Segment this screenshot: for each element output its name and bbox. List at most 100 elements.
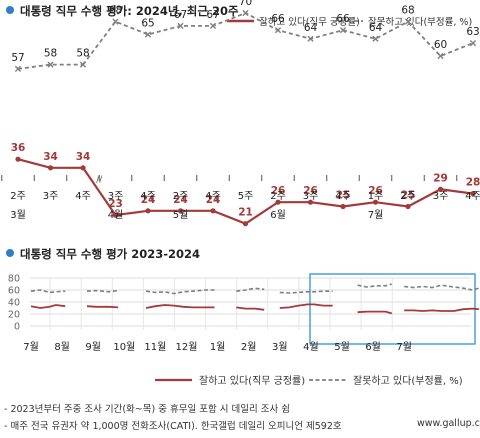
- x-tick-label: 2주: [173, 191, 189, 202]
- month-label: 4월: [303, 341, 319, 353]
- approve-data-label: 21: [238, 207, 253, 219]
- approve-line-segment: [145, 304, 215, 309]
- approve-series: 36 34 34 23 24 24 24 21 26 26 25 26 25 29 28: [11, 142, 480, 227]
- disapprove-point: [339, 27, 347, 34]
- disapprove-data-label: 64: [304, 22, 318, 34]
- approve-series: [30, 303, 479, 315]
- disapprove-series: [30, 283, 480, 295]
- disapprove-line-segment: [357, 283, 392, 288]
- approve-line-segment: [279, 303, 333, 309]
- month-label: 6월: [365, 341, 381, 353]
- disapprove-data-label: 57: [11, 52, 24, 64]
- disapprove-data-label: 58: [44, 48, 57, 60]
- y-tick-label: 80: [8, 274, 20, 285]
- x-tick-label: 4주: [75, 191, 91, 202]
- legend-disapprove-label: 잘못하고 있다(부정률, %): [353, 374, 463, 387]
- approve-data-label: 26: [368, 185, 383, 197]
- approve-point: [210, 208, 216, 214]
- approve-point: [340, 203, 346, 210]
- approve-data-label: 29: [433, 172, 448, 184]
- x-tick-label: 3주: [43, 191, 59, 202]
- month-label: 12월: [176, 341, 198, 353]
- month-label: 3월: [10, 209, 26, 221]
- approve-data-label: 25: [401, 190, 416, 202]
- disapprove-data-label: 68: [401, 5, 414, 17]
- x-tick-label: 5주: [238, 191, 254, 202]
- chart1-title-text: 대통령 직무 수행 평가: 2024년, 최근 20주: [20, 4, 239, 18]
- approve-data-label: 24: [141, 194, 156, 206]
- bullet-dot-icon: [6, 249, 14, 257]
- approve-point: [80, 165, 86, 171]
- approve-point: [470, 191, 476, 197]
- approve-point: [307, 199, 314, 205]
- weekly-approval-chart: 잘하고 있다(직무 긍정률)× 잘못하고 있다(부정률, %) 57 58 58 68 65…: [1, 0, 480, 227]
- month-label: 2월: [241, 341, 257, 353]
- month-label: 7월: [23, 341, 39, 353]
- approve-data-label: 34: [43, 151, 58, 163]
- month-label: 5월: [173, 209, 189, 221]
- chart1-legend: 잘하고 있다(직무 긍정률)× 잘못하고 있다(부정률, %): [227, 16, 472, 28]
- disapprove-point: [144, 31, 152, 38]
- x-tick-label: 3주: [108, 191, 124, 202]
- approve-line-segment: [236, 306, 265, 311]
- chart1-title: 대통령 직무 수행 평가: 2024년, 최근 20주: [6, 3, 239, 19]
- disapprove-line-segment: [145, 289, 215, 295]
- disapprove-point: [209, 22, 217, 29]
- month-label: 7월: [368, 209, 384, 221]
- approve-point: [242, 221, 249, 227]
- approve-line-segment: [30, 304, 66, 309]
- chart2-title-text: 대통령 직무 수행 평가 2023-2024: [20, 247, 201, 261]
- y-tick-label: 60: [8, 286, 20, 297]
- y-tick-label: 40: [8, 298, 20, 309]
- disapprove-point: [404, 18, 412, 25]
- approve-data-label: 34: [76, 151, 91, 163]
- disapprove-series: 57 58 58 68 65 67 67 70 66 64 66 64 68 60 63: [11, 0, 480, 72]
- approve-data-label: 24: [173, 194, 188, 206]
- y-tick-label: 0: [14, 322, 20, 333]
- month-label: 6월: [270, 209, 286, 221]
- x-tick-label: 2주: [10, 191, 26, 202]
- approve-point: [112, 212, 119, 218]
- disapprove-data-label: 67: [174, 9, 187, 21]
- chart1-x-axis: // 2주 3주 4주 3주 4주 2주 4주 5주 2주 3주 4주 1주 2주 3주 4주 3월 4월 5월 6월…: [1, 175, 480, 221]
- x-tick-label: 1주: [368, 191, 384, 202]
- disapprove-point: [469, 40, 477, 47]
- disapprove-line-segment: [30, 289, 66, 294]
- approve-point: [405, 203, 411, 210]
- disapprove-point: [79, 61, 87, 68]
- month-label: 9월: [85, 341, 101, 353]
- month-label: 8월: [54, 341, 70, 353]
- disapprove-data-label: 65: [141, 18, 154, 30]
- gallup-website-link[interactable]: www.gallup.co.kr: [417, 418, 480, 429]
- x-tick-label: 2주: [270, 191, 286, 202]
- disapprove-point: [372, 35, 379, 42]
- chart2-title: 대통령 직무 수행 평가 2023-2024: [6, 246, 200, 262]
- legend-disapprove-marker: ×: [337, 17, 344, 26]
- disapprove-data-label: 70: [239, 0, 252, 8]
- disapprove-line-segment: [236, 287, 265, 292]
- x-tick-label: 4주: [140, 191, 156, 202]
- month-label: 4월: [108, 209, 124, 221]
- disapprove-point: [14, 65, 22, 72]
- month-label: 1월: [210, 341, 226, 353]
- approve-point: [145, 208, 151, 214]
- x-tick-label: 4주: [205, 191, 221, 202]
- disapprove-data-label: 66: [336, 13, 350, 25]
- disapprove-point: [274, 27, 282, 34]
- disapprove-line-segment: [17, 63, 83, 70]
- x-tick-label: 3주: [303, 191, 319, 202]
- footnote-method-text: - 매주 전국 유권자 약 1,000명 전화조사(CATI). 한국갤럽 데일…: [4, 421, 342, 432]
- x-tick-label: 4주: [465, 191, 480, 202]
- approve-point: [372, 199, 379, 205]
- approve-point: [47, 165, 54, 171]
- disapprove-point: [437, 52, 444, 60]
- disapprove-data-label: 58: [76, 48, 89, 60]
- disapprove-point: [307, 35, 314, 42]
- approve-data-label: 26: [271, 185, 286, 197]
- disapprove-data-label: 66: [271, 13, 285, 25]
- disapprove-data-label: 67: [206, 9, 219, 21]
- approve-data-label: 28: [466, 177, 480, 189]
- legend-disapprove-label: 잘못하고 있다(부정률, %): [368, 16, 472, 28]
